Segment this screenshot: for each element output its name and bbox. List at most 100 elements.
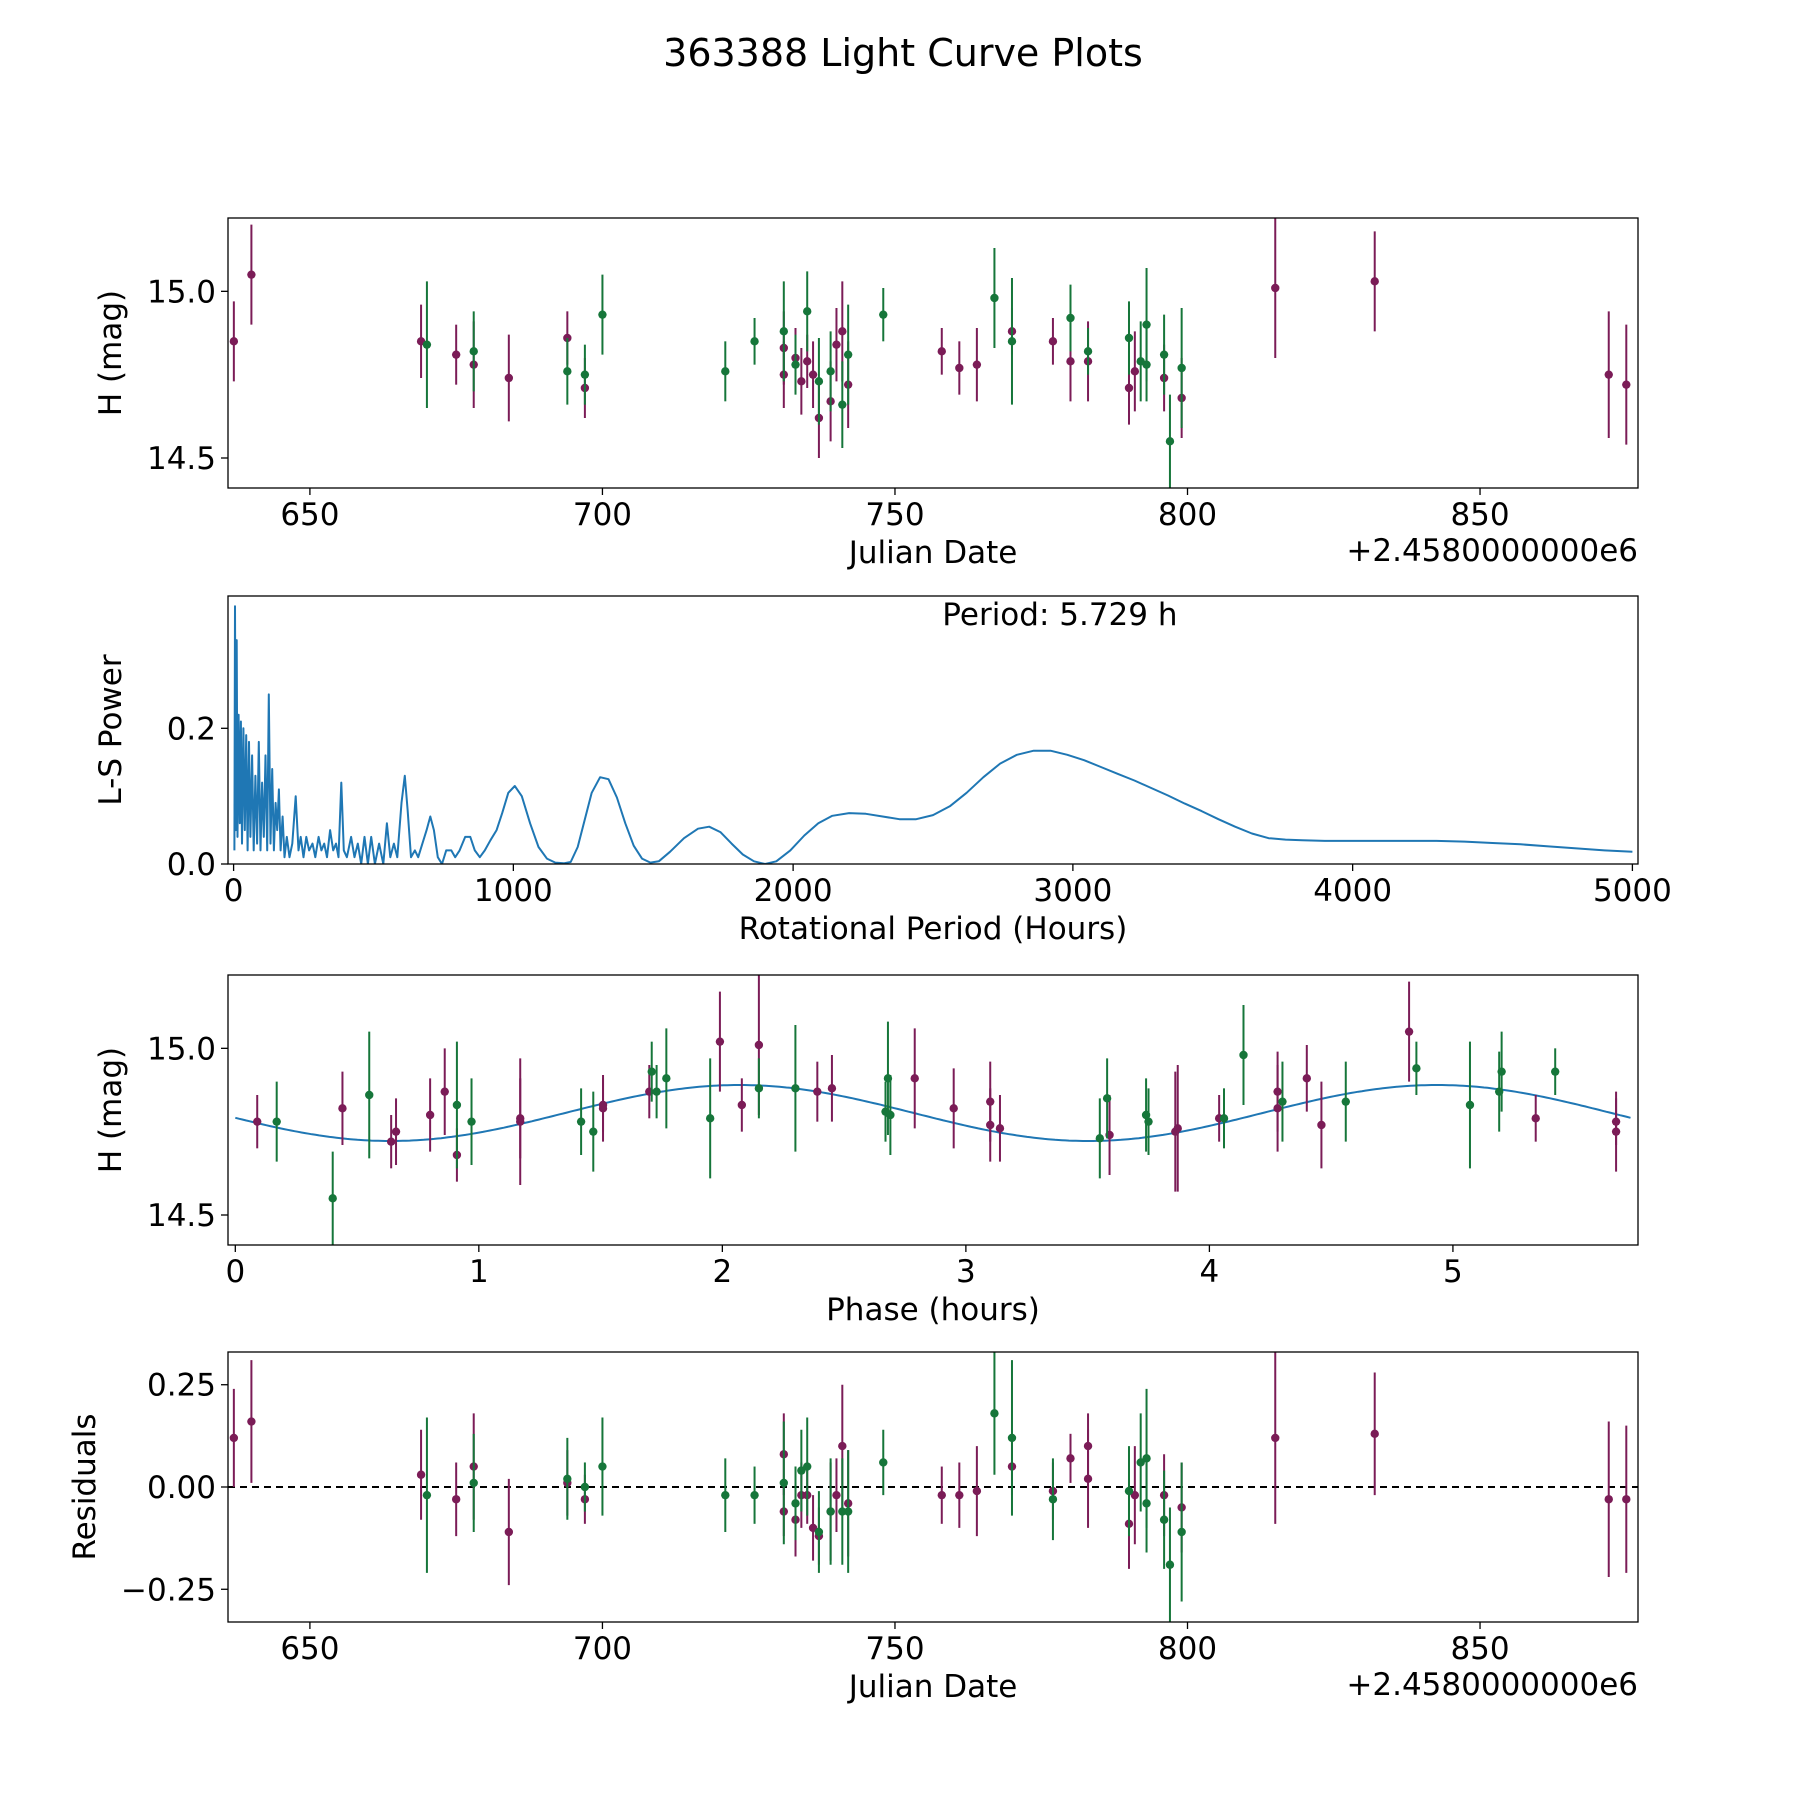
plot-area xyxy=(228,1352,1638,1622)
data-point xyxy=(662,1074,671,1083)
data-point xyxy=(1124,1486,1134,1496)
data-point xyxy=(754,1084,764,1093)
data-point xyxy=(467,1117,476,1126)
data-point xyxy=(576,1117,586,1126)
series-green xyxy=(422,248,1186,488)
y-tick-label: 15.0 xyxy=(147,274,216,310)
data-point xyxy=(1142,360,1151,369)
data-point xyxy=(1404,1027,1414,1036)
data-point xyxy=(814,1527,824,1537)
data-point xyxy=(879,310,888,319)
data-point xyxy=(598,1100,608,1110)
data-point xyxy=(1159,1515,1169,1524)
data-point xyxy=(422,340,432,349)
data-point xyxy=(1173,1124,1182,1133)
data-point xyxy=(253,1117,262,1126)
data-point xyxy=(791,1084,800,1093)
series-green xyxy=(422,1352,1186,1622)
data-point xyxy=(598,310,607,319)
data-point xyxy=(563,1474,572,1484)
panel-lightcurve: 650 700 750 800 850 14.5 15.0 Julian Date H (mag… xyxy=(93,217,1639,571)
data-point xyxy=(1048,337,1058,346)
data-point xyxy=(1142,320,1151,329)
data-point xyxy=(1165,1560,1175,1569)
x-tick-label: 3000 xyxy=(1033,873,1112,909)
data-point xyxy=(1604,1495,1613,1504)
data-point xyxy=(504,1527,514,1537)
data-point xyxy=(1271,283,1280,293)
data-point xyxy=(451,1495,461,1504)
data-point xyxy=(469,347,478,356)
data-point xyxy=(1497,1067,1506,1076)
data-point xyxy=(272,1117,281,1126)
data-point xyxy=(1271,1433,1280,1443)
data-point xyxy=(803,307,812,316)
x-tick-label: 800 xyxy=(1158,497,1217,533)
data-point xyxy=(1604,370,1613,379)
data-point xyxy=(838,327,847,336)
data-point xyxy=(838,1441,847,1451)
y-tick-label: −0.25 xyxy=(121,1572,216,1608)
data-point xyxy=(1130,367,1140,376)
data-point xyxy=(1177,1527,1186,1537)
data-point xyxy=(386,1137,396,1146)
x-axis-label: Phase (hours) xyxy=(826,1292,1040,1328)
data-point xyxy=(1007,337,1017,346)
data-point xyxy=(791,360,800,369)
axes-frame xyxy=(227,217,1639,489)
data-point xyxy=(737,1100,747,1110)
data-point xyxy=(338,1104,347,1113)
panels: 650 700 750 800 850 14.5 15.0 Julian Date H (mag… xyxy=(67,217,1672,1705)
data-point xyxy=(750,1490,759,1500)
data-point xyxy=(425,1110,435,1120)
data-point xyxy=(808,1523,818,1533)
data-point xyxy=(1083,1441,1093,1451)
data-point xyxy=(1278,1097,1287,1106)
data-point xyxy=(1370,1429,1379,1439)
y-tick-label: 0.25 xyxy=(147,1368,216,1404)
data-point xyxy=(808,370,818,379)
plot-area xyxy=(235,975,1631,1245)
data-point xyxy=(1083,1474,1093,1484)
data-point xyxy=(365,1090,374,1100)
axes-frame xyxy=(227,974,1639,1246)
panel-phased: 0 1 2 3 4 5 14.5 15.0 Phase (hours) H (mag) xyxy=(93,974,1639,1328)
data-point xyxy=(986,1120,995,1130)
data-point xyxy=(705,1114,715,1123)
data-point xyxy=(1177,363,1186,373)
data-point xyxy=(598,1462,607,1471)
data-point xyxy=(469,1478,478,1488)
x-axis-label: Rotational Period (Hours) xyxy=(739,911,1128,947)
x-tick-label: 5 xyxy=(1443,1254,1463,1290)
data-point xyxy=(972,1486,982,1496)
data-point xyxy=(580,370,590,379)
data-point xyxy=(721,367,730,376)
data-point xyxy=(1273,1087,1282,1096)
data-point xyxy=(1007,1433,1017,1443)
y-axis-label: L-S Power xyxy=(93,654,129,805)
data-point xyxy=(1124,333,1134,343)
data-point xyxy=(440,1087,449,1096)
data-point xyxy=(750,337,759,346)
data-point xyxy=(832,1490,841,1500)
x-tick-label: 850 xyxy=(1450,497,1509,533)
x-tick-label: 750 xyxy=(865,497,924,533)
data-point xyxy=(814,377,824,386)
data-point xyxy=(580,1482,590,1492)
x-axis-label: Julian Date xyxy=(847,535,1018,571)
x-tick-label: 3 xyxy=(956,1254,976,1290)
data-point xyxy=(827,1084,837,1093)
data-point xyxy=(886,1110,895,1120)
data-point xyxy=(990,293,999,303)
data-point xyxy=(1341,1097,1350,1106)
data-point xyxy=(1239,1050,1248,1060)
data-point xyxy=(504,373,514,383)
data-point xyxy=(1412,1064,1421,1073)
data-point xyxy=(422,1490,432,1500)
data-point xyxy=(1130,1490,1140,1500)
power-line xyxy=(233,605,1633,864)
data-point xyxy=(1066,1454,1075,1463)
x-tick-label: 2000 xyxy=(754,873,833,909)
axes-frame xyxy=(227,595,1639,865)
